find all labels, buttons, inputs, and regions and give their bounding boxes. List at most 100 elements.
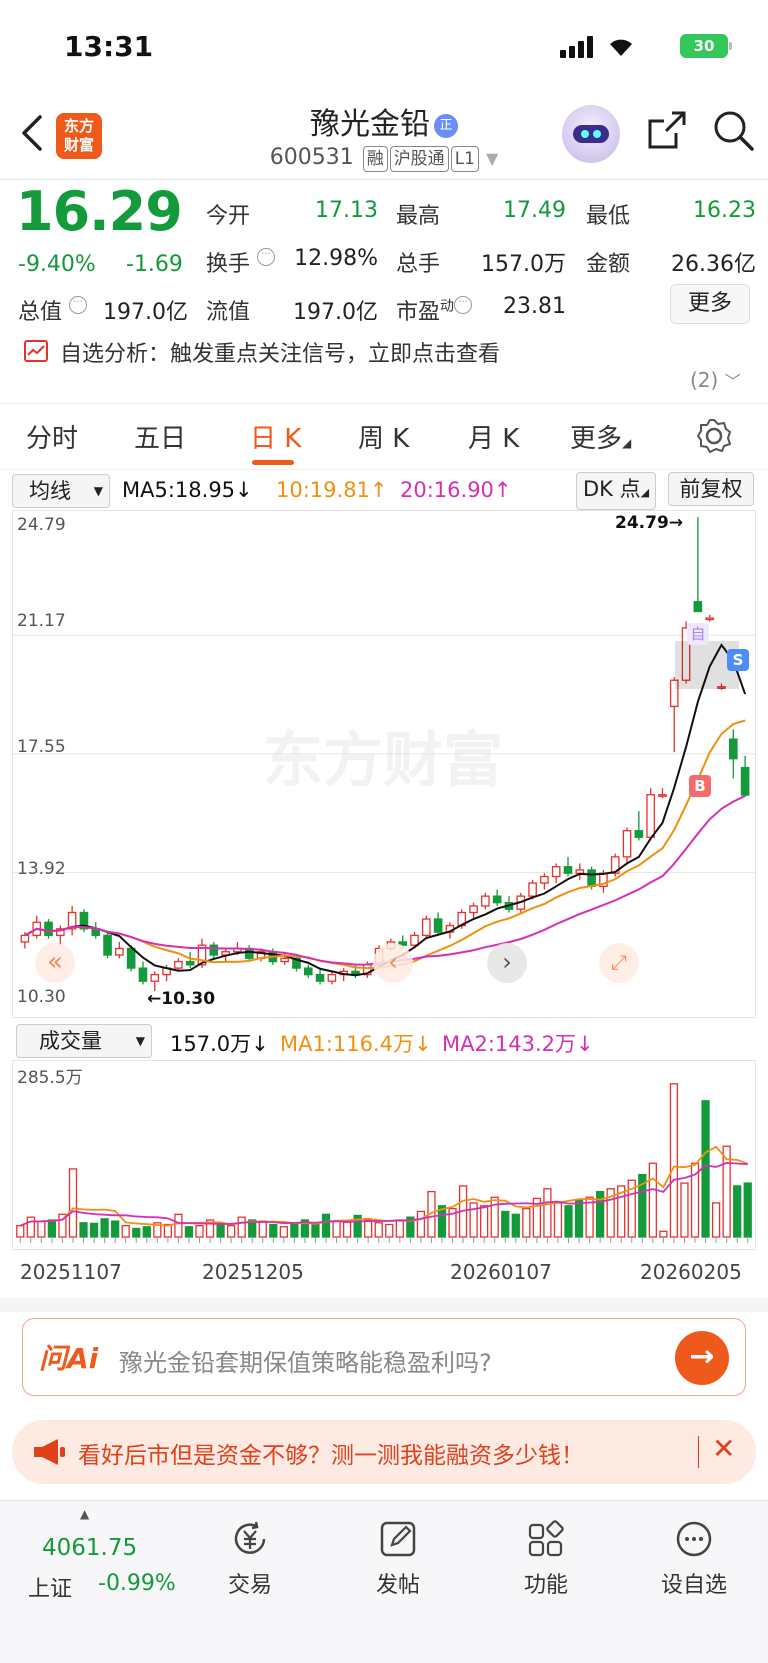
signal-self[interactable]: 自 — [687, 623, 709, 645]
candle-body — [410, 934, 419, 946]
volume-label: 总手 — [396, 252, 441, 277]
volume-bar — [26, 1216, 35, 1238]
ask-ai-box[interactable]: 问Ai 豫光金铅套期保值策略能稳盈利吗? → — [22, 1318, 746, 1396]
vol-y-max: 285.5万 — [17, 1068, 83, 1088]
alert-count[interactable]: (2) ﹀ — [690, 368, 741, 392]
tab-daily-k[interactable]: 日 K — [250, 424, 302, 454]
candle-body — [469, 905, 478, 914]
volume-bar — [480, 1205, 489, 1238]
volume-bar — [237, 1216, 246, 1238]
corner-triangle-icon: ◢ — [640, 486, 650, 499]
nav-functions-label: 功能 — [523, 1573, 568, 1598]
date-label-1: 20251107 — [20, 1260, 122, 1284]
vol-ma2-text: MA2:143.2万 — [442, 1032, 577, 1056]
volume-bar — [701, 1100, 710, 1238]
vol-text: 157.0万 — [170, 1032, 252, 1056]
assistant-avatar[interactable] — [562, 105, 620, 163]
signal-icon — [560, 36, 593, 58]
volume-bar — [68, 1168, 78, 1238]
tab-more[interactable]: 更多◢ — [570, 418, 631, 455]
volume-chart[interactable]: 285.5万 — [12, 1060, 756, 1250]
candle-body — [622, 830, 632, 858]
volume-select-label: 成交量 — [39, 1029, 102, 1053]
nav-trade[interactable]: 交易 — [200, 1519, 300, 1599]
ma-select[interactable]: 均线 ▼ — [12, 474, 110, 508]
pe-label[interactable]: 市盈动 ··· — [396, 294, 473, 326]
tab-intraday[interactable]: 分时 — [26, 424, 79, 454]
back-icon[interactable] — [18, 113, 44, 153]
turnover-label[interactable]: 换手 ··· — [206, 246, 276, 278]
candle-body — [103, 934, 112, 956]
nav-add-watchlist[interactable]: 设自选 — [644, 1519, 744, 1599]
nav-post[interactable]: 发帖 — [348, 1519, 448, 1599]
dropdown-icon: ▼ — [93, 484, 103, 498]
more-button[interactable]: 更多 — [670, 284, 750, 324]
volume-bar — [511, 1213, 520, 1238]
stock-subtitle[interactable]: 600531 融沪股通 L1 ▼ — [0, 145, 768, 172]
low-value: 16.23 — [693, 198, 756, 223]
adjust-button[interactable]: 前复权 — [668, 472, 754, 506]
candle-body — [658, 794, 667, 797]
volume-bar — [142, 1226, 151, 1238]
volume-select[interactable]: 成交量 ▼ — [16, 1024, 152, 1058]
ma20-text: 20:16.90 — [400, 478, 494, 502]
arrow-down-icon: ↓ — [414, 1032, 432, 1056]
tab-monthly-k[interactable]: 月 K — [468, 424, 520, 454]
volume-bar — [16, 1225, 25, 1238]
candle-body — [44, 921, 53, 937]
volume-bar — [574, 1199, 584, 1238]
tab-five-day[interactable]: 五日 — [134, 424, 187, 454]
prev-icon[interactable]: ‹ — [373, 943, 413, 983]
alert-banner[interactable]: 自选分析：触发重点关注信号，立即点击查看 (2) ﹀ — [0, 334, 768, 404]
share-icon[interactable] — [646, 109, 688, 151]
gear-icon[interactable] — [696, 418, 732, 454]
nav-functions[interactable]: 功能 — [496, 1519, 596, 1599]
arrow-right-icon[interactable]: → — [675, 1331, 729, 1385]
high-value: 17.49 — [503, 198, 566, 223]
signal-sell[interactable]: S — [727, 649, 749, 671]
index-change: -0.99% — [98, 1571, 176, 1596]
tab-weekly-k[interactable]: 周 K — [358, 424, 410, 454]
ma5-value: MA5:18.95↓ — [122, 478, 253, 502]
ask-ai-prompt: 豫光金铅套期保值策略能稳盈利吗? — [119, 1349, 492, 1377]
dropdown-icon: ▼ — [135, 1034, 145, 1048]
chart-tabs: 分时 五日 日 K 周 K 月 K 更多◢ — [0, 404, 768, 470]
search-icon[interactable] — [712, 109, 756, 153]
promo-banner[interactable]: 看好后市但是资金不够？测一测我能融资多少钱！ ✕ — [12, 1420, 756, 1484]
mktcap-label[interactable]: 总值 ··· — [18, 294, 88, 326]
watermark: 东方财富 — [263, 727, 503, 794]
pe-label-sup: 动 — [440, 298, 455, 315]
close-icon[interactable]: ✕ — [712, 1432, 736, 1465]
dk-point-button[interactable]: DK 点◢ — [576, 472, 656, 510]
arrow-down-icon: ↓ — [251, 1032, 269, 1056]
next-icon[interactable]: › — [487, 943, 527, 983]
volume-bar — [269, 1223, 278, 1238]
kline-chart[interactable]: 东方财富 24.79 21.17 17.55 13.92 10.30 24.79… — [12, 510, 756, 1018]
alert-text: 自选分析：触发重点关注信号，立即点击查看 — [60, 342, 501, 367]
candle-body — [492, 895, 502, 904]
rewind-icon[interactable]: « — [35, 943, 75, 983]
nav-add-watchlist-label: 设自选 — [660, 1573, 727, 1598]
active-tab-indicator — [252, 460, 294, 465]
open-label: 今开 — [206, 204, 251, 229]
index-value[interactable]: 4061.75 — [42, 1535, 138, 1561]
candle-body — [56, 928, 65, 937]
volume-bar — [564, 1205, 573, 1238]
candle-body — [315, 973, 325, 982]
ma-select-label: 均线 — [29, 479, 71, 503]
candle-body — [185, 960, 195, 966]
stock-code: 600531 — [269, 145, 354, 170]
ask-ai-logo: 问Ai — [39, 1342, 99, 1375]
logo-line-2: 财富 — [63, 136, 94, 154]
candle-body — [115, 947, 124, 956]
signal-buy[interactable]: B — [689, 775, 711, 797]
candle-body — [540, 875, 549, 884]
volume-bar — [79, 1222, 88, 1238]
ma10-value: 10:19.81↑ — [276, 478, 388, 502]
candle-body — [138, 967, 148, 982]
candle-body — [728, 738, 738, 760]
expand-icon[interactable]: ⤢ — [599, 943, 639, 983]
ma-lines — [24, 643, 747, 977]
volume-bar — [553, 1202, 563, 1238]
dk-label: DK 点 — [582, 477, 641, 501]
